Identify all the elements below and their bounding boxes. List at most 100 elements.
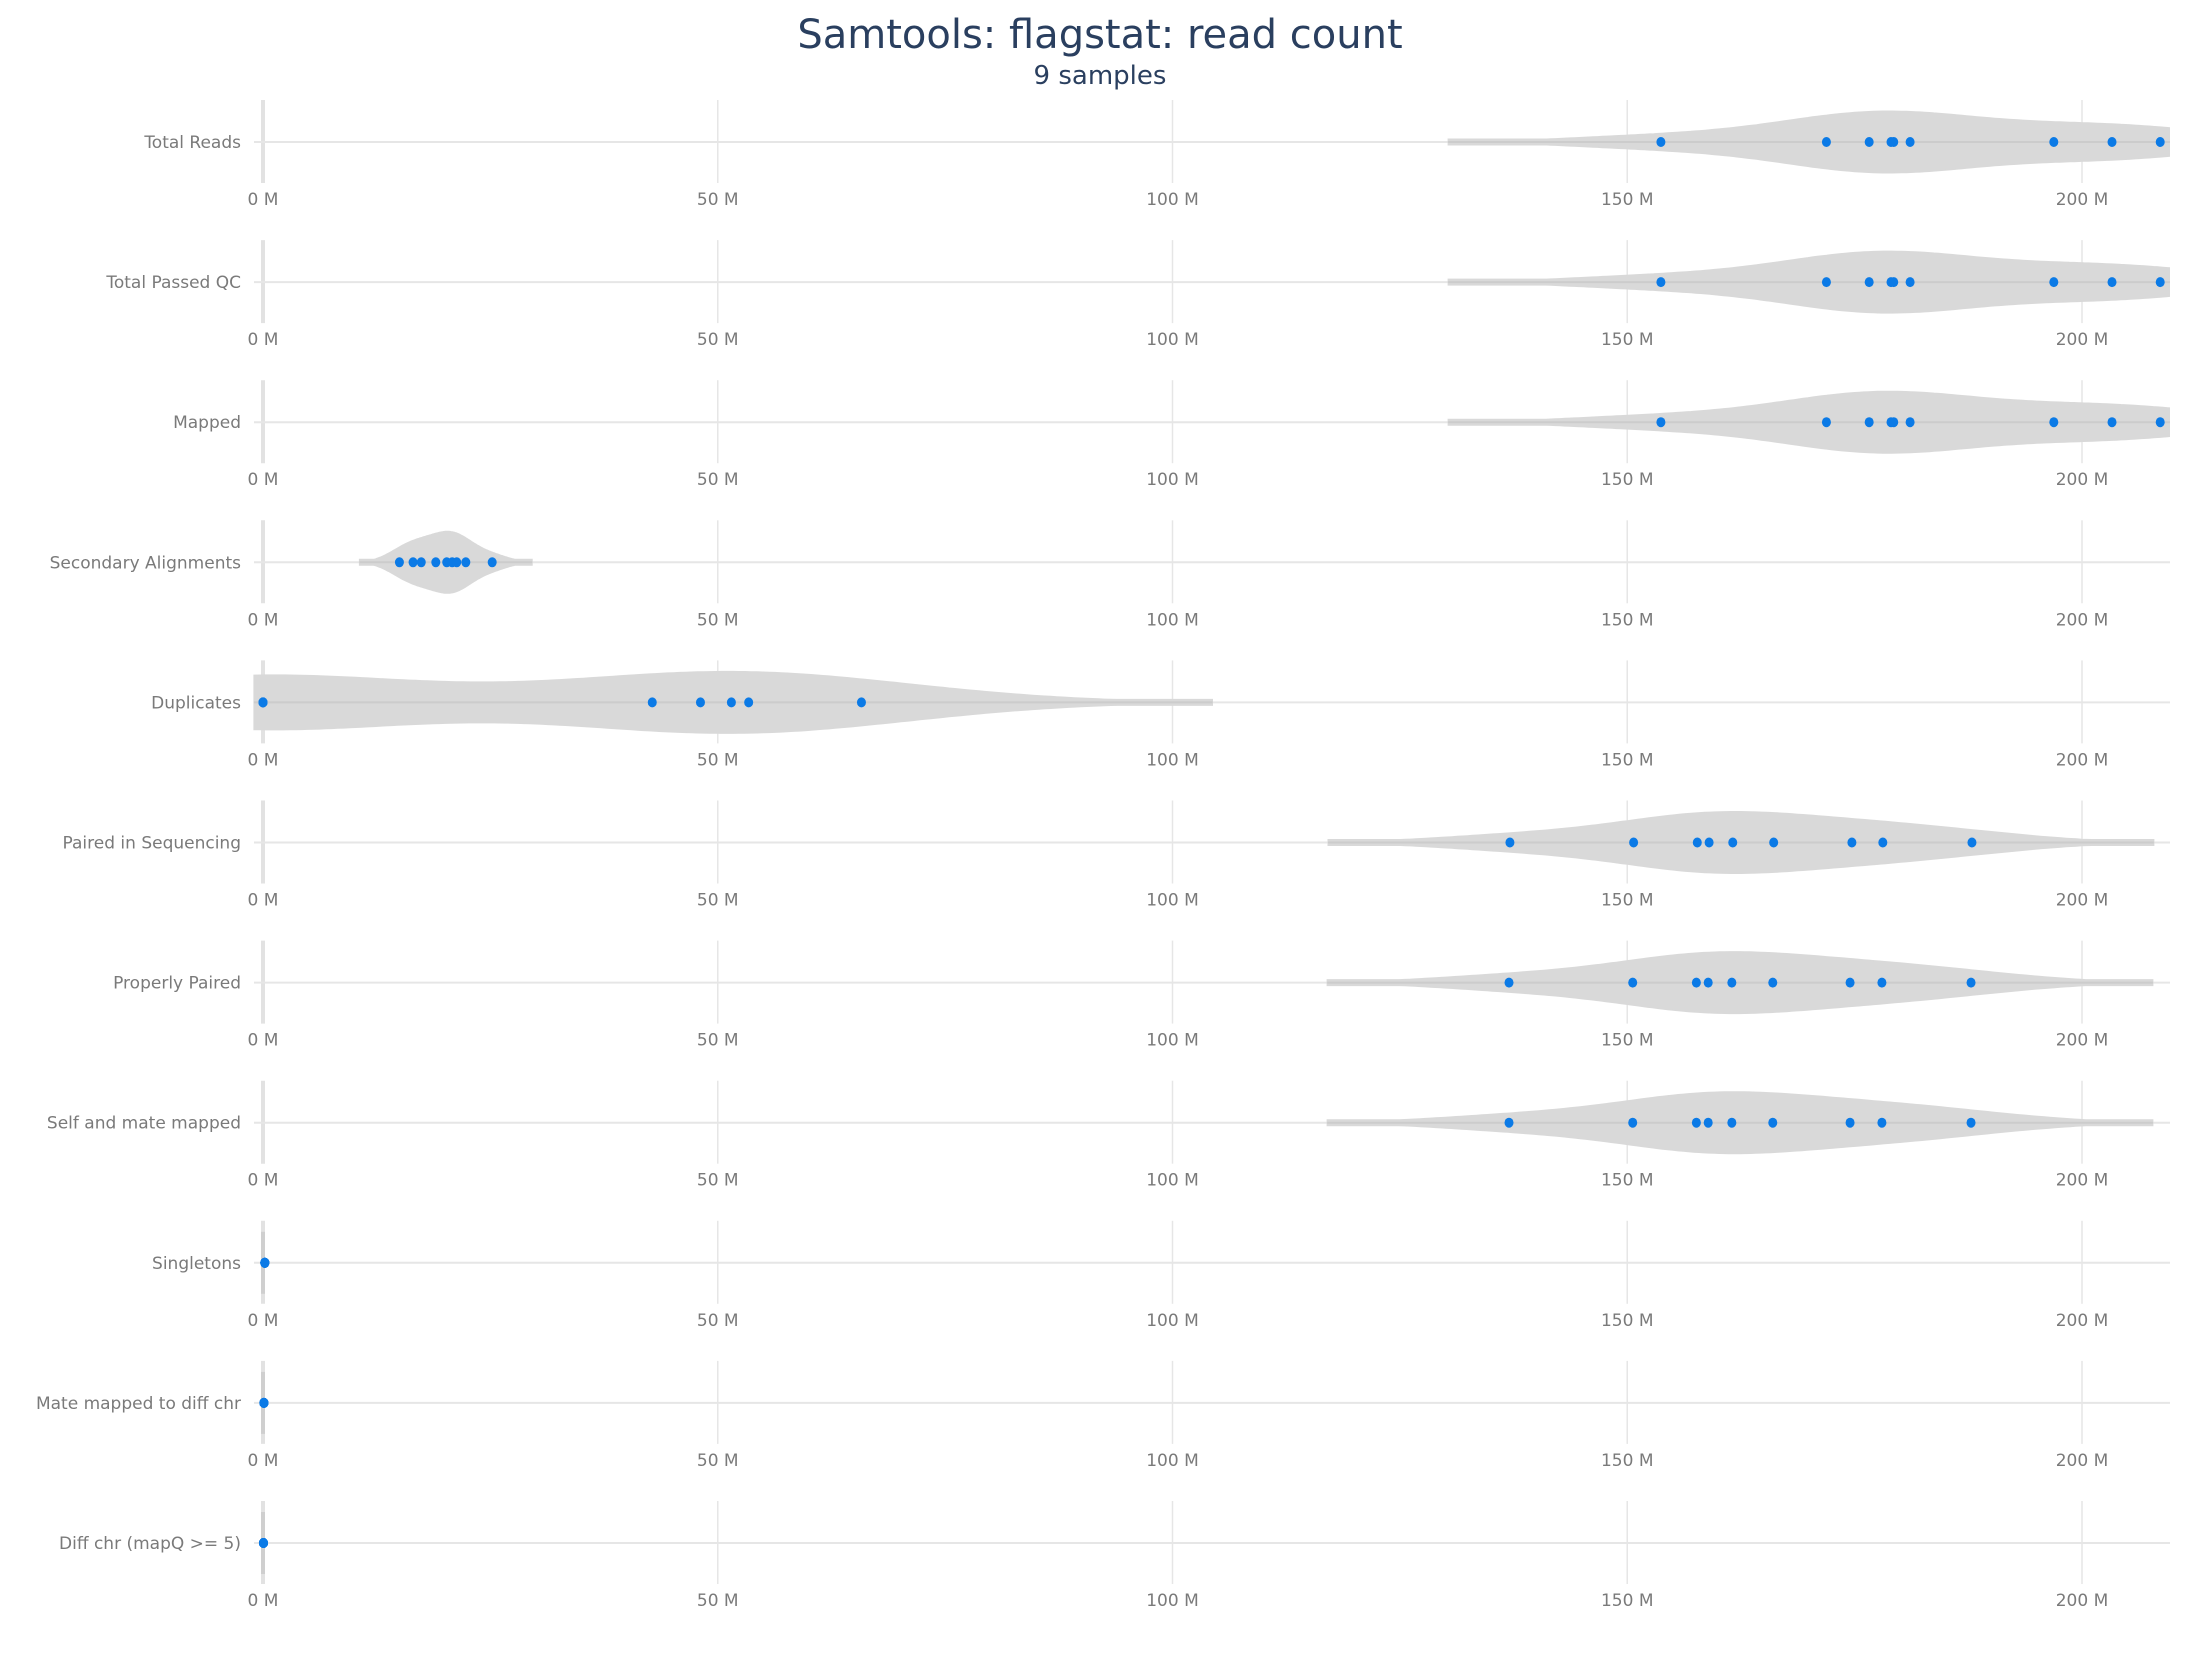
violin-row: Diff chr (mapQ >= 5) 0 M 50 M 100 M 150 M 200…	[59, 1501, 2170, 1611]
data-point	[1864, 277, 1874, 288]
data-point	[1704, 837, 1714, 848]
data-point	[744, 697, 754, 708]
violin-group	[1327, 811, 2155, 874]
data-point	[1878, 837, 1888, 848]
x-tick-label: 0 M	[248, 470, 279, 490]
data-point	[1728, 837, 1738, 848]
x-tick-label: 100 M	[1146, 1591, 1199, 1611]
x-tick-label: 200 M	[2056, 1451, 2109, 1471]
data-point	[1504, 977, 1514, 988]
data-point	[431, 557, 441, 568]
data-point	[1656, 417, 1666, 428]
data-point	[1889, 137, 1899, 147]
data-point	[1821, 137, 1831, 147]
data-point	[1864, 137, 1874, 147]
x-tick-label: 200 M	[2056, 1311, 2109, 1331]
x-tick-label: 150 M	[1601, 470, 1654, 490]
x-tick-label: 150 M	[1601, 1591, 1654, 1611]
data-point	[1845, 977, 1855, 988]
x-tick-label: 100 M	[1146, 1031, 1199, 1051]
data-point	[1505, 837, 1515, 848]
x-tick-label: 100 M	[1146, 891, 1199, 911]
x-tick-label: 50 M	[697, 1031, 739, 1051]
violin-row: Total Passed QC 0 M 50 M 100 M 150 M 200 M	[105, 240, 2170, 350]
violin-row: Paired in Sequencing 0 M 50 M 100 M 150 M 200…	[63, 800, 2170, 911]
x-tick-label: 100 M	[1146, 750, 1199, 770]
data-point	[1629, 837, 1639, 848]
violin-row: Singletons 0 M 50 M 100 M 150 M 200 M	[152, 1220, 2170, 1331]
x-tick-label: 50 M	[697, 470, 739, 490]
violin-rows: Total Reads 0 M 50 M 100 M 150 M 200 M Total P…	[36, 100, 2170, 1611]
data-point	[1877, 1117, 1887, 1128]
x-tick-label: 100 M	[1146, 1311, 1199, 1331]
x-tick-label: 0 M	[248, 190, 279, 210]
data-point	[1703, 1117, 1713, 1128]
row-label: Total Reads	[143, 133, 241, 153]
row-label: Secondary Alignments	[50, 553, 242, 573]
chart-subtitle: 9 samples	[1034, 61, 1167, 91]
violin-row: Secondary Alignments 0 M 50 M 100 M 150 M 200…	[50, 520, 2170, 630]
data-point	[1905, 277, 1915, 288]
data-point	[1821, 277, 1831, 288]
chart-title: Samtools: flagstat: read count	[797, 12, 1402, 58]
data-point	[1877, 977, 1887, 988]
x-tick-label: 150 M	[1601, 1171, 1654, 1191]
data-point	[1847, 837, 1857, 848]
data-point	[258, 697, 268, 708]
data-point	[408, 557, 418, 568]
x-tick-label: 0 M	[248, 891, 279, 911]
row-label: Duplicates	[151, 693, 241, 713]
data-point	[1821, 417, 1831, 428]
data-point	[259, 1397, 269, 1408]
violin-group	[1326, 951, 2154, 1015]
data-point	[2049, 417, 2059, 428]
x-tick-label: 100 M	[1146, 1171, 1199, 1191]
violin-group	[1326, 1091, 2154, 1155]
row-label: Total Passed QC	[105, 273, 241, 293]
violin-group	[1447, 250, 2170, 314]
data-point	[726, 697, 736, 708]
violin-group	[1447, 110, 2170, 174]
data-point	[2155, 277, 2165, 288]
data-point	[2107, 137, 2117, 147]
data-point	[647, 697, 657, 708]
x-tick-label: 100 M	[1146, 330, 1199, 350]
data-point	[1967, 837, 1977, 848]
x-tick-label: 0 M	[248, 330, 279, 350]
x-tick-label: 150 M	[1601, 190, 1654, 210]
x-tick-label: 0 M	[248, 750, 279, 770]
data-point	[1691, 1117, 1701, 1128]
x-tick-label: 100 M	[1146, 1451, 1199, 1471]
data-point	[1727, 977, 1737, 988]
data-point	[1768, 977, 1778, 988]
x-tick-label: 200 M	[2056, 190, 2109, 210]
data-point	[1727, 1117, 1737, 1128]
x-tick-label: 200 M	[2056, 470, 2109, 490]
violin-row: Self and mate mapped 0 M 50 M 100 M 150 M 200…	[47, 1080, 2170, 1191]
x-tick-label: 50 M	[697, 1591, 739, 1611]
x-tick-label: 0 M	[248, 610, 279, 630]
data-point	[1691, 977, 1701, 988]
row-label: Self and mate mapped	[47, 1114, 241, 1134]
data-point	[416, 557, 426, 568]
data-point	[2049, 137, 2059, 147]
data-point	[1864, 417, 1874, 428]
row-label: Paired in Sequencing	[63, 834, 241, 854]
x-tick-label: 150 M	[1601, 891, 1654, 911]
x-tick-label: 0 M	[248, 1171, 279, 1191]
x-tick-label: 50 M	[697, 330, 739, 350]
x-tick-label: 150 M	[1601, 750, 1654, 770]
data-point	[1966, 1117, 1976, 1128]
data-point	[2107, 277, 2117, 288]
data-point	[1504, 1117, 1514, 1128]
data-point	[2049, 277, 2059, 288]
x-tick-label: 200 M	[2056, 750, 2109, 770]
violin-group	[1447, 390, 2170, 454]
violin-row: Mate mapped to diff chr 0 M 50 M 100 M 150 M…	[36, 1360, 2170, 1471]
data-point	[452, 557, 462, 568]
data-point	[1628, 1117, 1638, 1128]
data-point	[2155, 137, 2165, 147]
row-label: Diff chr (mapQ >= 5)	[59, 1534, 241, 1554]
x-tick-label: 150 M	[1601, 1311, 1654, 1331]
row-label: Properly Paired	[113, 974, 241, 994]
